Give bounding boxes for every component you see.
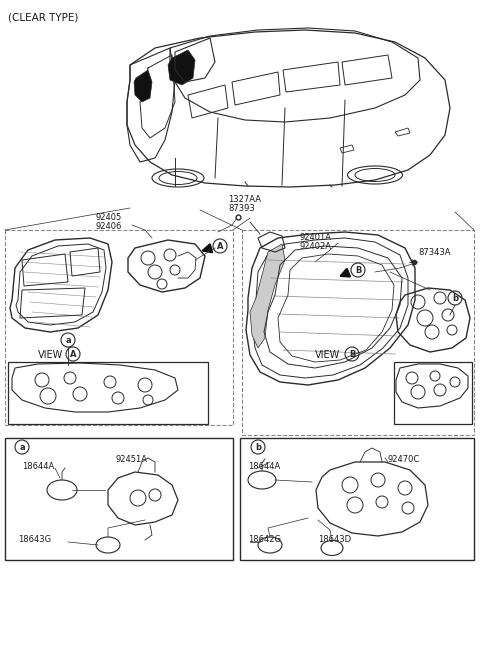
Text: (CLEAR TYPE): (CLEAR TYPE): [8, 12, 78, 22]
Polygon shape: [134, 70, 152, 102]
Text: 92402A: 92402A: [300, 242, 332, 251]
Text: a: a: [65, 335, 71, 345]
Text: 18642G: 18642G: [248, 535, 281, 544]
Text: 18643D: 18643D: [318, 535, 351, 544]
Text: 18644A: 18644A: [248, 462, 280, 471]
Text: A: A: [70, 349, 76, 359]
Text: b: b: [452, 293, 458, 303]
Text: 87393: 87393: [228, 204, 255, 213]
Text: 92401A: 92401A: [300, 233, 332, 242]
Text: VIEW: VIEW: [315, 350, 340, 360]
Text: 18644A: 18644A: [22, 462, 54, 471]
Text: b: b: [255, 442, 261, 452]
Text: 1327AA: 1327AA: [228, 195, 261, 204]
Text: B: B: [349, 349, 355, 359]
Text: 18643G: 18643G: [18, 535, 51, 544]
Text: 92451A: 92451A: [115, 455, 147, 464]
Text: B: B: [355, 266, 361, 274]
Text: VIEW: VIEW: [38, 350, 63, 360]
Polygon shape: [168, 50, 195, 85]
Text: a: a: [19, 442, 25, 452]
Text: 92406: 92406: [95, 222, 121, 231]
Polygon shape: [250, 244, 285, 348]
Text: 92405: 92405: [95, 213, 121, 222]
Text: 92470C: 92470C: [388, 455, 420, 464]
Text: A: A: [217, 242, 223, 250]
Text: 87343A: 87343A: [418, 248, 451, 257]
